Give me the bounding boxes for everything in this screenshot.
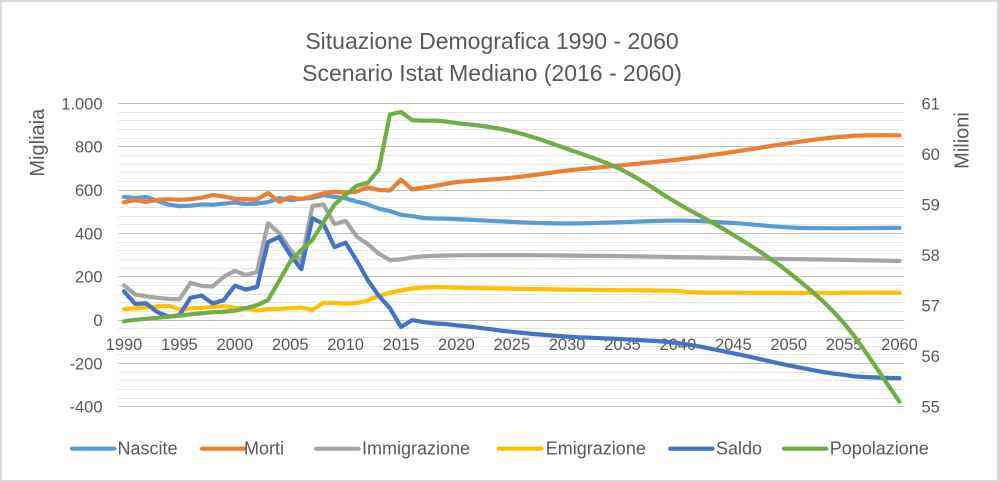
svg-text:61: 61: [922, 95, 940, 113]
svg-text:1.000: 1.000: [61, 95, 102, 113]
svg-text:1990: 1990: [106, 336, 143, 354]
svg-text:Nascite: Nascite: [118, 438, 178, 458]
svg-text:2015: 2015: [383, 336, 420, 354]
svg-text:Milioni: Milioni: [952, 112, 974, 169]
svg-text:2060: 2060: [881, 336, 918, 354]
svg-text:Popolazione: Popolazione: [830, 438, 929, 458]
svg-text:2020: 2020: [438, 336, 475, 354]
svg-text:-200: -200: [69, 355, 102, 373]
svg-text:Situazione Demografica 1990 -: Situazione Demografica 1990 - 2060: [305, 28, 678, 54]
svg-text:60: 60: [922, 146, 940, 164]
svg-text:0: 0: [93, 312, 102, 330]
svg-text:Emigrazione: Emigrazione: [546, 438, 646, 458]
svg-text:600: 600: [75, 182, 103, 200]
svg-text:59: 59: [922, 196, 940, 214]
svg-text:Migliaia: Migliaia: [27, 108, 49, 177]
svg-text:2025: 2025: [493, 336, 530, 354]
svg-text:2000: 2000: [216, 336, 253, 354]
svg-text:Saldo: Saldo: [716, 438, 762, 458]
svg-text:56: 56: [922, 348, 940, 366]
svg-text:55: 55: [922, 399, 940, 417]
svg-text:57: 57: [922, 298, 940, 316]
svg-text:2055: 2055: [826, 336, 863, 354]
svg-text:2010: 2010: [327, 336, 364, 354]
svg-text:2005: 2005: [272, 336, 309, 354]
svg-text:Scenario Istat Mediano (2016 -: Scenario Istat Mediano (2016 - 2060): [302, 60, 682, 86]
svg-text:400: 400: [75, 225, 103, 243]
svg-text:Immigrazione: Immigrazione: [362, 438, 470, 458]
svg-text:Morti: Morti: [244, 438, 284, 458]
svg-text:200: 200: [75, 269, 103, 287]
svg-text:58: 58: [922, 247, 940, 265]
svg-text:-400: -400: [69, 399, 102, 417]
svg-text:1995: 1995: [161, 336, 198, 354]
svg-text:2030: 2030: [549, 336, 586, 354]
svg-text:800: 800: [75, 139, 103, 157]
svg-text:2050: 2050: [770, 336, 807, 354]
